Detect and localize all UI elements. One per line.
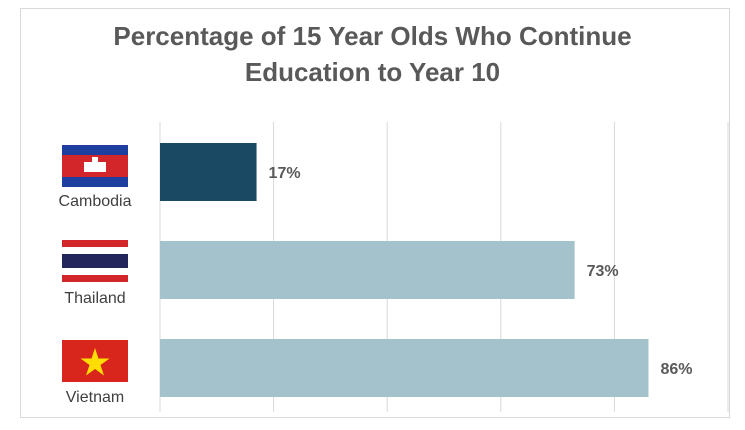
value-label-cambodia: 17% [269, 165, 301, 182]
vietnam-flag-icon [62, 340, 128, 382]
category-label-vietnam: Vietnam [66, 389, 124, 406]
cambodia-flag-icon [62, 145, 128, 187]
category-labels: Cambodia Thailand Vietnam [59, 193, 132, 406]
value-labels: 17% 73% 86% [269, 165, 693, 378]
bar-vietnam [160, 339, 649, 397]
flags [62, 145, 128, 382]
thailand-flag-icon [62, 240, 128, 282]
chart-title-line-1: Percentage of 15 Year Olds Who Continue [113, 21, 632, 51]
bars [160, 143, 649, 397]
bar-cambodia [160, 143, 257, 201]
category-label-cambodia: Cambodia [59, 193, 132, 210]
category-label-thailand: Thailand [64, 290, 125, 307]
chart-title-line-2: Education to Year 10 [244, 57, 501, 87]
chart-title: Percentage of 15 Year Olds Who Continue … [0, 18, 745, 90]
bar-thailand [160, 241, 575, 299]
value-label-vietnam: 86% [660, 361, 692, 378]
value-label-thailand: 73% [587, 263, 619, 280]
